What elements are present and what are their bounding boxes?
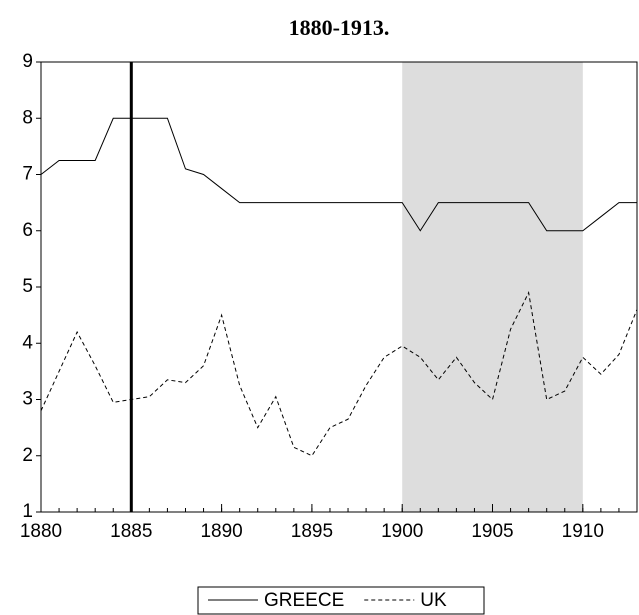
- x-tick-label: 1890: [200, 521, 242, 542]
- y-tick-label: 5: [22, 276, 33, 297]
- shaded-region: [402, 62, 583, 512]
- legend-label: UK: [420, 590, 447, 611]
- y-tick-label: 4: [22, 332, 33, 353]
- y-tick-label: 3: [22, 389, 33, 410]
- y-tick-label: 1: [22, 501, 33, 522]
- x-tick-label: 1895: [291, 521, 333, 542]
- x-tick-label: 1900: [381, 521, 423, 542]
- y-tick-label: 9: [22, 51, 33, 72]
- y-tick-label: 8: [22, 107, 33, 128]
- chart-title: 1880-1913.: [289, 15, 390, 40]
- series-line: [40, 291, 638, 457]
- y-tick-label: 2: [22, 445, 33, 466]
- x-tick-label: 1905: [471, 521, 513, 542]
- y-tick-label: 7: [22, 164, 33, 185]
- x-tick-label: 1910: [562, 521, 604, 542]
- x-tick-label: 1885: [110, 521, 152, 542]
- legend-label: GREECE: [264, 590, 344, 611]
- x-tick-label: 1880: [20, 521, 62, 542]
- y-tick-label: 6: [22, 220, 33, 241]
- series-line: [40, 117, 637, 232]
